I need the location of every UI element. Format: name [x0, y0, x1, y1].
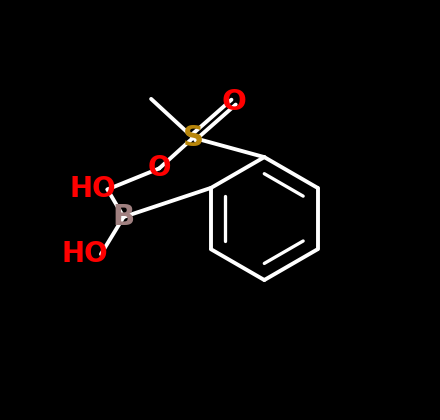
Text: HO: HO: [70, 176, 116, 203]
Text: B: B: [113, 203, 135, 231]
Text: O: O: [221, 88, 246, 116]
Text: O: O: [147, 155, 171, 182]
Text: HO: HO: [62, 240, 108, 268]
Text: S: S: [183, 124, 204, 152]
